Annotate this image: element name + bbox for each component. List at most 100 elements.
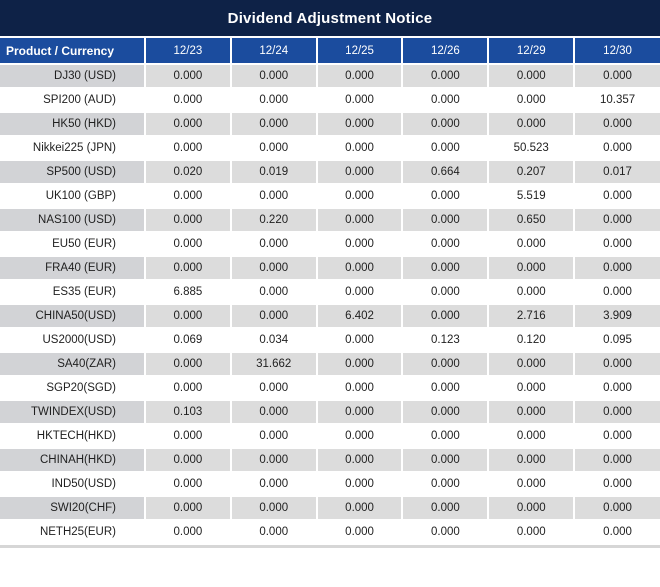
value-cell: 0.103: [144, 400, 231, 425]
value-cell: 0.000: [315, 448, 403, 473]
table-row: CHINAH(HKD) 0.000 0.000 0.000 0.000 0.000 0.00…: [0, 448, 660, 473]
value-cell: 0.000: [144, 520, 231, 545]
value-cell: 0.000: [229, 64, 317, 89]
value-cell: 0.000: [487, 400, 575, 425]
value-cell: 0.000: [401, 256, 489, 281]
table-row: SA40(ZAR) 0.000 31.662 0.000 0.000 0.000 0.000: [0, 352, 660, 377]
value-cell: 0.000: [315, 472, 403, 497]
value-cell: 0.000: [315, 424, 403, 449]
value-cell: 0.000: [315, 400, 403, 425]
value-cell: 0.000: [144, 352, 231, 377]
value-cell: 0.000: [315, 136, 403, 161]
page-title: Dividend Adjustment Notice: [227, 9, 433, 27]
product-cell: ES35 (EUR): [0, 280, 145, 305]
value-cell: 0.000: [229, 112, 317, 137]
value-cell: 0.650: [487, 208, 575, 233]
value-cell: 0.000: [315, 496, 403, 521]
date-header-12-24: 12/24: [229, 38, 317, 65]
table-header-row: Product / Currency 12/23 12/24 12/25 12/…: [0, 38, 660, 65]
product-cell: TWINDEX(USD): [0, 400, 145, 425]
value-cell: 0.000: [229, 520, 317, 545]
value-cell: 0.000: [573, 520, 660, 545]
value-cell: 0.000: [144, 448, 231, 473]
product-cell: EU50 (EUR): [0, 232, 145, 257]
product-cell: IND50(USD): [0, 472, 145, 497]
value-cell: 0.000: [229, 280, 317, 305]
product-cell: FRA40 (EUR): [0, 256, 145, 281]
value-cell: 0.000: [229, 496, 317, 521]
value-cell: 0.000: [401, 520, 489, 545]
product-cell: CHINAH(HKD): [0, 448, 145, 473]
value-cell: 0.000: [573, 232, 660, 257]
value-cell: 0.000: [144, 136, 231, 161]
value-cell: 0.000: [315, 328, 403, 353]
value-cell: 0.000: [229, 400, 317, 425]
value-cell: 0.000: [315, 280, 403, 305]
value-cell: 0.000: [401, 304, 489, 329]
value-cell: 31.662: [229, 352, 317, 377]
value-cell: 0.220: [229, 208, 317, 233]
value-cell: 0.020: [144, 160, 231, 185]
value-cell: 0.000: [144, 64, 231, 89]
value-cell: 0.000: [229, 472, 317, 497]
value-cell: 0.000: [573, 64, 660, 89]
product-cell: UK100 (GBP): [0, 184, 145, 209]
value-cell: 0.000: [401, 424, 489, 449]
value-cell: 0.000: [229, 232, 317, 257]
value-cell: 0.000: [315, 160, 403, 185]
product-cell: SGP20(SGD): [0, 376, 145, 401]
table-row: SWI20(CHF) 0.000 0.000 0.000 0.000 0.000 0.000: [0, 496, 660, 521]
value-cell: 0.034: [229, 328, 317, 353]
table-row: Nikkei225 (JPN) 0.000 0.000 0.000 0.000 50.52…: [0, 136, 660, 161]
product-cell: HKTECH(HKD): [0, 424, 145, 449]
table-row: SP500 (USD) 0.020 0.019 0.000 0.664 0.207 0.01…: [0, 160, 660, 185]
table-row: HK50 (HKD) 0.000 0.000 0.000 0.000 0.000 0.000: [0, 112, 660, 137]
value-cell: 0.000: [229, 448, 317, 473]
value-cell: 0.000: [144, 376, 231, 401]
value-cell: 0.000: [487, 88, 575, 113]
value-cell: 10.357: [573, 88, 660, 113]
product-cell: NAS100 (USD): [0, 208, 145, 233]
value-cell: 0.000: [229, 376, 317, 401]
value-cell: 0.000: [144, 88, 231, 113]
value-cell: 0.000: [401, 64, 489, 89]
value-cell: 0.000: [487, 256, 575, 281]
value-cell: 0.000: [229, 424, 317, 449]
table-row: DJ30 (USD) 0.000 0.000 0.000 0.000 0.000 0.000: [0, 64, 660, 89]
value-cell: 0.000: [573, 496, 660, 521]
value-cell: 0.000: [144, 496, 231, 521]
table-row: ES35 (EUR) 6.885 0.000 0.000 0.000 0.000 0.000: [0, 280, 660, 305]
table-row: US2000(USD) 0.069 0.034 0.000 0.123 0.120 0.09…: [0, 328, 660, 353]
value-cell: 0.000: [573, 136, 660, 161]
value-cell: 0.000: [573, 208, 660, 233]
value-cell: 2.716: [487, 304, 575, 329]
value-cell: 0.000: [144, 232, 231, 257]
date-header-12-23: 12/23: [144, 38, 231, 65]
table-row: CHINA50(USD) 0.000 0.000 6.402 0.000 2.716 3.9…: [0, 304, 660, 329]
value-cell: 50.523: [487, 136, 575, 161]
date-header-12-30: 12/30: [573, 38, 660, 65]
product-cell: NETH25(EUR): [0, 520, 145, 545]
value-cell: 0.000: [401, 400, 489, 425]
product-cell: SP500 (USD): [0, 160, 145, 185]
value-cell: 0.000: [315, 256, 403, 281]
value-cell: 0.000: [401, 208, 489, 233]
value-cell: 0.000: [487, 352, 575, 377]
table-row: HKTECH(HKD) 0.000 0.000 0.000 0.000 0.000 0.00…: [0, 424, 660, 449]
value-cell: 3.909: [573, 304, 660, 329]
value-cell: 0.017: [573, 160, 660, 185]
product-cell: CHINA50(USD): [0, 304, 145, 329]
value-cell: 0.000: [315, 208, 403, 233]
table-row: FRA40 (EUR) 0.000 0.000 0.000 0.000 0.000 0.00…: [0, 256, 660, 281]
value-cell: 0.664: [401, 160, 489, 185]
value-cell: 0.000: [487, 448, 575, 473]
value-cell: 0.000: [487, 520, 575, 545]
value-cell: 0.000: [573, 352, 660, 377]
value-cell: 0.000: [144, 256, 231, 281]
value-cell: 0.000: [144, 304, 231, 329]
value-cell: 0.000: [487, 64, 575, 89]
table-row: EU50 (EUR) 0.000 0.000 0.000 0.000 0.000 0.000: [0, 232, 660, 257]
dividend-adjustment-table: Product / Currency 12/23 12/24 12/25 12/…: [0, 38, 660, 545]
value-cell: 5.519: [487, 184, 575, 209]
value-cell: 0.000: [573, 448, 660, 473]
